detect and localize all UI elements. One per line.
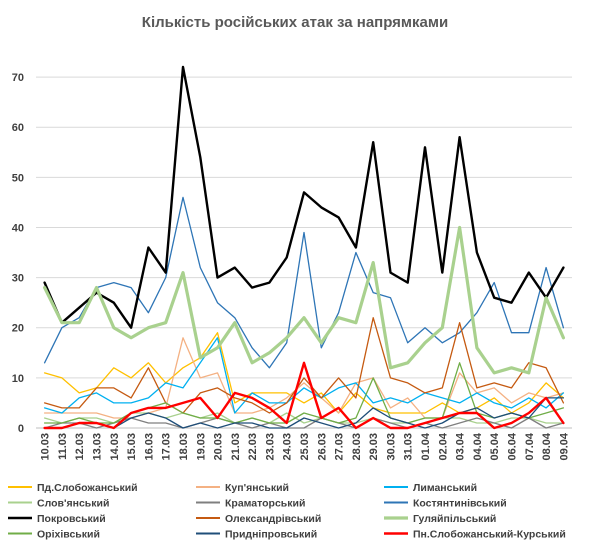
legend-label: Костянтинівський [413, 498, 507, 510]
series-line [43, 65, 565, 329]
x-tick-label: 14.03 [109, 433, 121, 461]
x-tick-label: 12.03 [74, 433, 86, 461]
legend-item: Покровський [8, 513, 106, 525]
x-tick-label: 09.04 [558, 432, 570, 460]
legend-item: Слов'янський [8, 498, 109, 510]
x-tick-label: 25.03 [299, 433, 311, 461]
x-tick-label: 13.03 [92, 433, 104, 461]
legend-label: Куп'янський [225, 482, 289, 494]
x-tick-label: 03.04 [455, 432, 467, 460]
series-line [43, 196, 565, 369]
legend-item: Олександрівський [196, 513, 321, 525]
legend-item: Оріхівський [8, 529, 100, 540]
legend-label: Олександрівський [225, 513, 321, 525]
x-tick-label: 06.04 [506, 432, 518, 460]
x-axis: 10.03 11.03 12.03 13.03 14.03 15.03 16.03 17.03… [36, 427, 572, 461]
legend-label: Краматорський [225, 498, 305, 510]
x-tick-label: 21.03 [230, 433, 242, 461]
legend-label: Пн.Слобожанський-Курський [413, 529, 566, 540]
legend-label: Оріхівський [37, 529, 100, 540]
legend-item: Гуляйпільський [384, 513, 496, 525]
legend-item: Костянтинівський [384, 498, 507, 510]
y-tick-label: 70 [12, 72, 24, 84]
plot-area [42, 65, 566, 430]
gridlines [36, 76, 572, 379]
y-tick-label: 60 [12, 122, 24, 134]
x-tick-label: 28.03 [351, 433, 363, 461]
x-tick-label: 10.03 [40, 433, 52, 461]
legend-item: Пд.Слобожанський [8, 482, 138, 494]
legend-label: Придніпровський [225, 529, 317, 540]
y-tick-label: 10 [12, 373, 24, 385]
x-tick-label: 08.04 [541, 432, 553, 460]
x-tick-label: 04.04 [472, 432, 484, 460]
y-tick-label: 50 [12, 172, 24, 184]
x-tick-label: 07.04 [524, 432, 536, 460]
legend-label: Слов'янський [37, 498, 109, 510]
x-tick-label: 17.03 [161, 433, 173, 461]
x-tick-label: 05.04 [489, 432, 501, 460]
x-tick-label: 16.03 [143, 433, 155, 461]
y-tick-label: 40 [12, 222, 24, 234]
x-tick-label: 31.03 [403, 433, 415, 461]
legend-label: Лиманський [413, 482, 477, 494]
y-tick-label: 0 [18, 423, 24, 435]
legend: Пд.Слобожанський Куп'янський Лиманський Сло… [8, 482, 566, 540]
x-tick-label: 11.03 [57, 433, 69, 460]
y-tick-label: 20 [12, 323, 24, 335]
legend-label: Гуляйпільський [413, 513, 496, 525]
series-line [43, 332, 565, 414]
legend-item: Придніпровський [196, 529, 317, 540]
legend-item: Куп'янський [196, 482, 289, 494]
series-line [43, 337, 565, 414]
legend-label: Пд.Слобожанський [37, 482, 138, 494]
x-tick-label: 23.03 [264, 433, 276, 461]
legend-item: Пн.Слобожанський-Курський [384, 529, 566, 540]
x-tick-label: 24.03 [282, 433, 294, 461]
y-axis: 0 10 20 30 40 50 60 70 [12, 72, 24, 435]
x-tick-label: 19.03 [195, 433, 207, 461]
x-tick-label: 20.03 [213, 433, 225, 461]
x-tick-label: 01.04 [420, 432, 432, 460]
x-tick-label: 02.04 [437, 432, 449, 460]
legend-label: Покровський [37, 513, 106, 525]
x-tick-label: 30.03 [385, 433, 397, 461]
series-line [42, 225, 566, 375]
x-tick-label: 15.03 [126, 433, 138, 461]
x-tick-label: 22.03 [247, 433, 259, 461]
chart-title: Кількість російських атак за напрямками [142, 14, 448, 31]
legend-item: Краматорський [196, 498, 305, 510]
legend-item: Лиманський [384, 482, 477, 494]
x-tick-label: 26.03 [316, 433, 328, 461]
x-tick-label: 27.03 [334, 433, 346, 461]
y-tick-label: 30 [12, 273, 24, 285]
x-tick-label: 29.03 [368, 433, 380, 461]
x-tick-label: 18.03 [178, 433, 190, 461]
